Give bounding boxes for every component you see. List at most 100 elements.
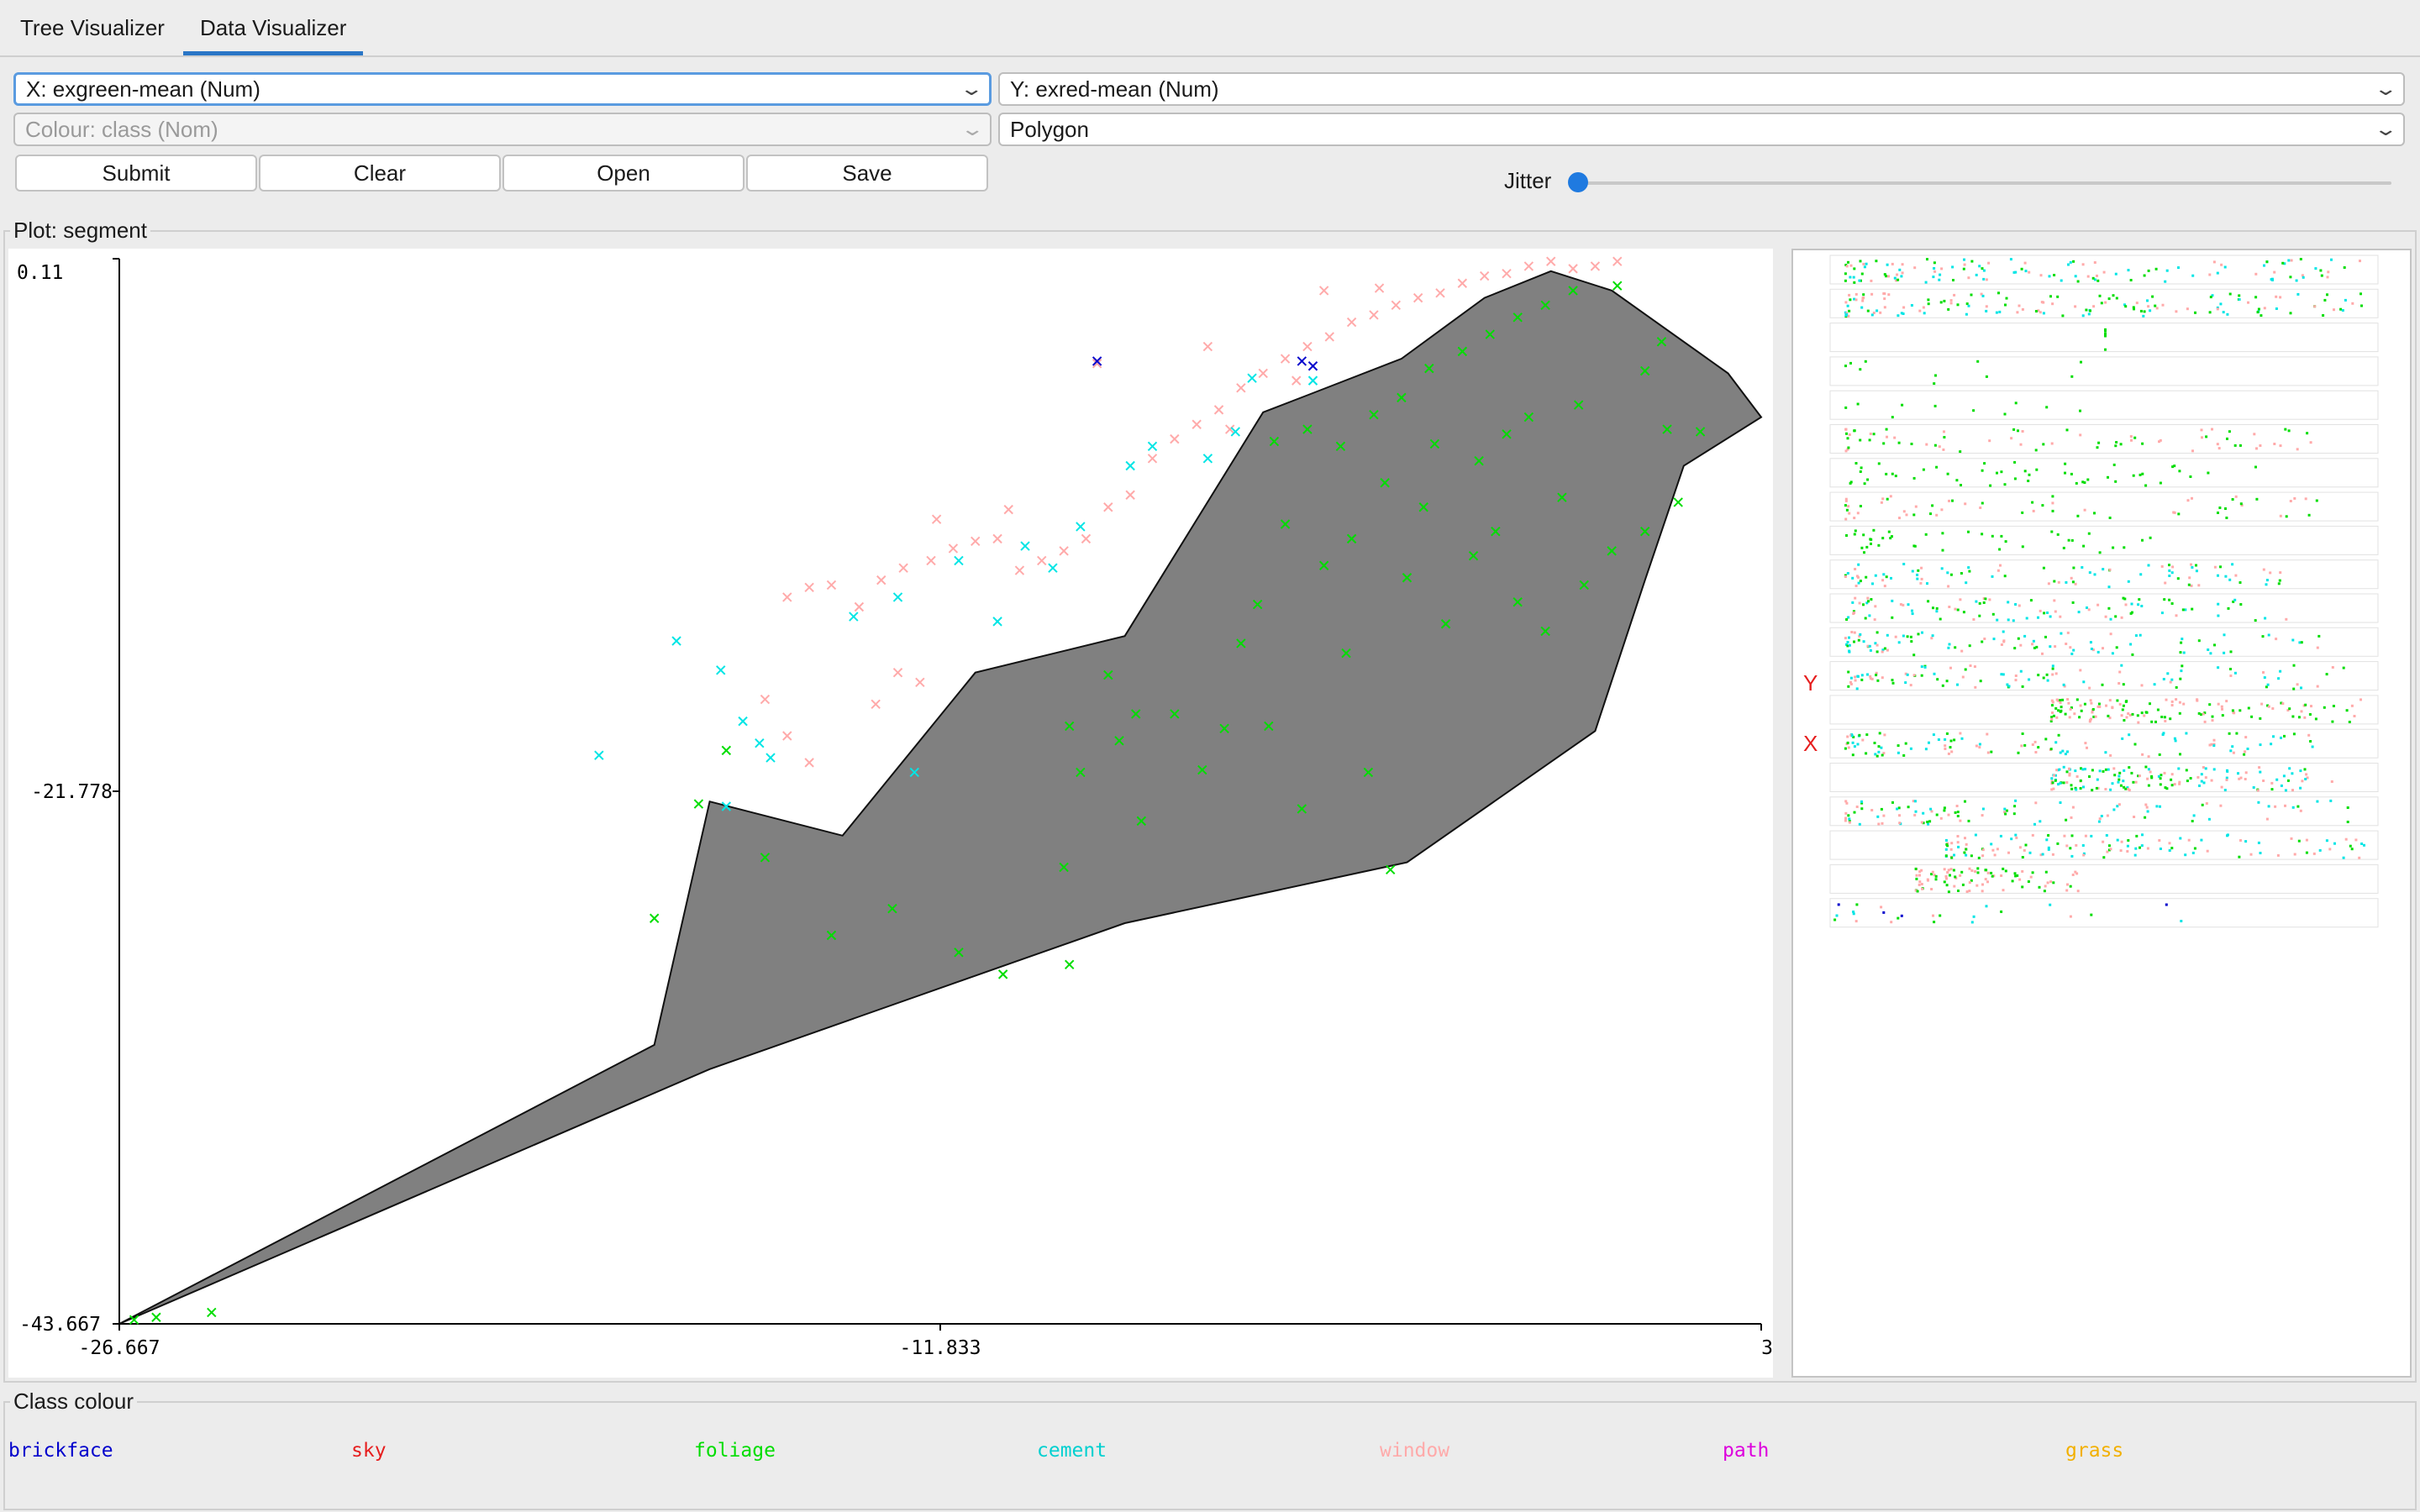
matrix-cell[interactable] <box>1829 728 2379 759</box>
matrix-cell[interactable] <box>1829 491 2379 522</box>
matrix-cell[interactable] <box>1829 898 2379 928</box>
y-axis-select[interactable]: Y: exred-mean (Num) ⌄ <box>998 72 2405 106</box>
data-point-foliage <box>1607 546 1617 556</box>
matrix-dot <box>2013 805 2017 808</box>
matrix-cell[interactable] <box>1829 323 2379 353</box>
matrix-dot <box>1882 911 1886 914</box>
legend-item-path[interactable]: path <box>1723 1440 1770 1462</box>
matrix-cell[interactable] <box>1829 255 2379 285</box>
data-point-sky <box>1258 368 1268 379</box>
matrix-cell[interactable] <box>1829 288 2379 318</box>
matrix-dot <box>1865 733 1869 737</box>
matrix-dot <box>1985 309 1988 312</box>
matrix-dot <box>2226 437 2228 440</box>
open-button[interactable]: Open <box>502 155 744 192</box>
matrix-cell[interactable] <box>1829 458 2379 488</box>
matrix-dot <box>1934 874 1938 878</box>
matrix-dot <box>2275 778 2279 781</box>
matrix-cell[interactable] <box>1829 593 2379 623</box>
legend-item-grass[interactable]: grass <box>2065 1440 2124 1462</box>
matrix-dot <box>2330 780 2333 783</box>
matrix-dot <box>1833 918 1837 921</box>
matrix-cell[interactable] <box>1829 390 2379 420</box>
matrix-dot <box>1897 916 1900 920</box>
tab-data-visualizer[interactable]: Data Visualizer <box>183 0 364 55</box>
matrix-dot <box>2021 307 2024 311</box>
matrix-dot <box>1910 443 1913 445</box>
matrix-dot <box>2325 839 2328 843</box>
matrix-dot <box>1904 681 1907 685</box>
matrix-dot <box>1970 854 1973 858</box>
matrix-dot <box>1967 276 1970 280</box>
matrix-cell[interactable] <box>1829 695 2379 725</box>
matrix-cell[interactable] <box>1829 525 2379 555</box>
legend-item-sky[interactable]: sky <box>351 1440 387 1462</box>
legend-item-window[interactable]: window <box>1380 1440 1450 1462</box>
matrix-cell[interactable] <box>1829 356 2379 386</box>
matrix-dot <box>1855 687 1859 690</box>
matrix-dot <box>1848 293 1851 297</box>
legend-item-brickface[interactable]: brickface <box>8 1440 113 1462</box>
matrix-dot <box>2127 787 2130 790</box>
matrix-dot <box>2229 668 2232 670</box>
data-point-sky <box>1413 292 1423 303</box>
matrix-dot <box>2173 737 2176 740</box>
matrix-dot <box>2147 269 2150 272</box>
matrix-dot <box>1876 679 1880 682</box>
matrix-dot <box>2021 869 2024 873</box>
matrix-cell[interactable] <box>1829 796 2379 827</box>
matrix-dot <box>2107 714 2110 717</box>
matrix-dot <box>2098 769 2102 773</box>
matrix-cell[interactable] <box>1829 830 2379 860</box>
matrix-dot <box>2247 301 2249 304</box>
data-point-foliage <box>1318 560 1329 570</box>
matrix-dot <box>1993 853 1996 857</box>
matrix-dot <box>2259 743 2262 747</box>
data-point-cement <box>1247 373 1257 383</box>
matrix-dot <box>2260 314 2263 318</box>
data-point-sky <box>1125 490 1135 500</box>
legend-item-foliage[interactable]: foliage <box>694 1440 776 1462</box>
matrix-dot <box>2053 599 2056 602</box>
matrix-dot <box>2122 596 2125 600</box>
matrix-cell[interactable] <box>1829 424 2379 454</box>
matrix-dot <box>2189 475 2192 478</box>
matrix-dot <box>2155 805 2159 808</box>
matrix-cell[interactable] <box>1829 763 2379 792</box>
matrix-dot <box>2153 683 2156 686</box>
clear-button[interactable]: Clear <box>259 155 501 192</box>
legend-item-cement[interactable]: cement <box>1037 1440 1107 1462</box>
save-button[interactable]: Save <box>746 155 988 192</box>
tab-tree-visualizer[interactable]: Tree Visualizer <box>20 15 165 40</box>
submit-button[interactable]: Submit <box>15 155 257 192</box>
matrix-dot <box>1979 680 1982 683</box>
matrix-dot <box>2217 447 2221 450</box>
matrix-dot <box>2303 716 2307 719</box>
data-point-foliage <box>1656 337 1667 347</box>
jitter-slider-thumb[interactable] <box>1568 172 1588 192</box>
matrix-dot <box>1849 733 1853 737</box>
shape-select[interactable]: Polygon ⌄ <box>998 113 2405 146</box>
matrix-cell[interactable] <box>1829 559 2379 590</box>
x-axis-select[interactable]: X: exgreen-mean (Num) ⌄ <box>13 72 992 106</box>
matrix-cell[interactable] <box>1829 864 2379 894</box>
matrix-cell[interactable] <box>1829 661 2379 691</box>
data-point-foliage <box>1219 723 1229 734</box>
shape-select-value: Polygon <box>1010 117 1089 142</box>
matrix-dot <box>2130 602 2133 606</box>
plot-area[interactable]: 0.11 -21.778 -43.667 -26.667 -11.833 3 <box>8 249 1773 1378</box>
matrix-dot <box>2081 263 2085 266</box>
matrix-dot <box>2091 711 2094 714</box>
matrix-dot <box>1952 869 1955 872</box>
matrix-dot <box>1882 573 1886 576</box>
jitter-slider[interactable] <box>1580 181 2391 185</box>
matrix-dot <box>2106 814 2109 817</box>
matrix-dot <box>1902 306 1906 309</box>
matrix-dot <box>2285 515 2288 518</box>
matrix-dot <box>2061 698 2065 701</box>
matrix-dot <box>2115 441 2118 444</box>
matrix-dot <box>2116 805 2119 808</box>
matrix-dot <box>1949 573 1953 576</box>
matrix-dot <box>2117 780 2120 784</box>
